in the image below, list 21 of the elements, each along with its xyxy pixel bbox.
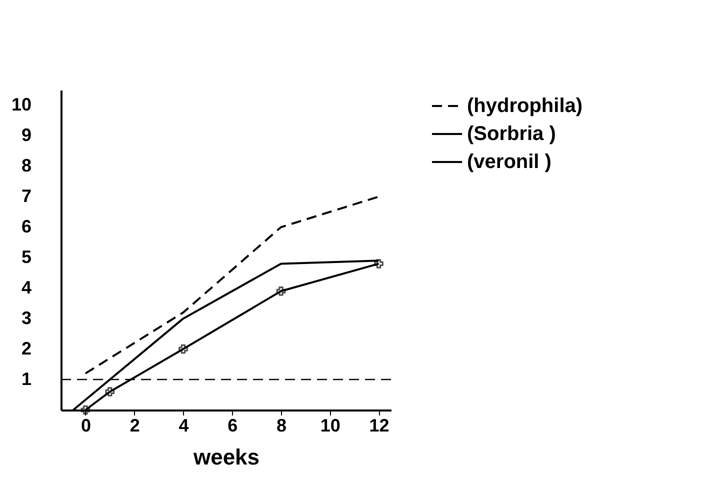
y-tick-label: 10 xyxy=(11,94,32,115)
x-tick-label: 10 xyxy=(320,416,340,436)
y-tick-label: 3 xyxy=(21,308,32,328)
legend-label: (veronil ) xyxy=(467,151,552,173)
x-tick-label: 4 xyxy=(178,416,189,436)
y-tick-label: 8 xyxy=(21,156,32,176)
x-tick-label: 12 xyxy=(369,416,390,436)
y-tick-label: 5 xyxy=(21,247,32,268)
y-tick-label: 6 xyxy=(21,216,32,237)
y-tick-label: 7 xyxy=(21,186,32,206)
y-tick-label: 9 xyxy=(21,125,32,146)
legend-label: (hydrophila) xyxy=(467,95,583,117)
y-tick-label: 2 xyxy=(21,338,32,359)
y-tick-label: 4 xyxy=(21,278,32,298)
x-tick-label: 0 xyxy=(80,416,91,436)
x-tick-label: 2 xyxy=(130,416,140,436)
x-tick-label: 8 xyxy=(276,416,287,436)
legend-label: (Sorbria ) xyxy=(467,123,556,145)
y-tick-label: 1 xyxy=(21,369,32,390)
x-axis-title: weeks xyxy=(192,444,260,470)
x-tick-label: 6 xyxy=(228,416,238,436)
